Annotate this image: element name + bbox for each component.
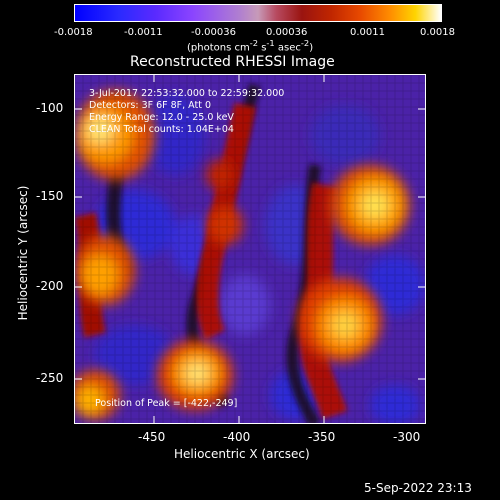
y-tick-label: -100 [36,101,64,115]
y-axis-label: Heliocentric Y (arcsec) [16,185,30,321]
y-tick-label: -200 [36,279,64,293]
colorbar-tick: -0.00036 [191,27,236,38]
colorbar-unit: (photons cm-2 s-1 asec-2) [187,38,314,54]
annotation-energy: Energy Range: 12.0 - 25.0 keV [89,112,234,123]
annotation-time: 3-Jul-2017 22:53:32.000 to 22:59:32.000 [89,88,285,99]
plot-title: Reconstructed RHESSI Image [130,54,335,70]
timestamp: 5-Sep-2022 23:13 [364,481,472,495]
colorbar [74,4,442,22]
annotation-peak: Position of Peak = [-422,-249] [95,398,238,409]
x-axis-label: Heliocentric X (arcsec) [174,447,310,461]
rhessi-image [75,75,425,423]
colorbar-tick: -0.0018 [54,27,93,38]
colorbar-tick: 0.0011 [350,27,385,38]
annotation-counts: CLEAN Total counts: 1.04E+04 [89,124,234,135]
colorbar-tick: 0.0018 [420,27,455,38]
y-tick-label: -150 [36,189,64,203]
y-tick-label: -250 [36,371,64,385]
image-plot: 3-Jul-2017 22:53:32.000 to 22:59:32.000 … [74,74,426,424]
x-tick-label: -400 [223,430,251,444]
colorbar-tick: -0.0011 [124,27,163,38]
x-tick-label: -450 [138,430,166,444]
colorbar-tick: 0.00036 [266,27,308,38]
x-tick-label: -300 [393,430,421,444]
x-tick-label: -350 [308,430,336,444]
annotation-detectors: Detectors: 3F 6F 8F, Att 0 [89,100,212,111]
